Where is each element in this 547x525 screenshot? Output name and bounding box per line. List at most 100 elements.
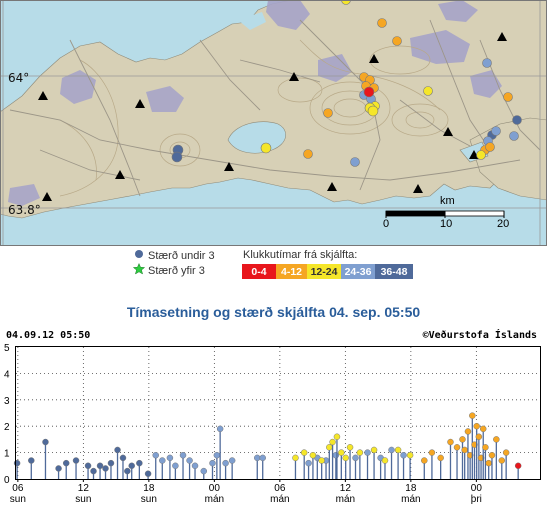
quake-point [102,465,109,472]
quake-point [326,444,333,451]
quake-point [96,462,104,470]
lava-fields [8,0,502,206]
quake-point [475,433,483,441]
quake-point [488,451,496,459]
plot-grid [16,347,540,479]
legend-bin-36-48: 36-48 [375,264,413,279]
star-icon [132,262,146,278]
north-bay [238,12,266,30]
map-panel[interactable]: 64° 63.8° [0,0,547,246]
x-tick-time: 18 [143,483,155,494]
quake-point [259,454,266,462]
y-tick-label: 4 [4,369,10,380]
quake-point [209,459,216,467]
legend-bin-12-24: 12-24 [307,264,341,279]
quake-point [222,459,229,467]
quake-point [400,451,407,459]
quake-point [62,459,70,467]
quake-point [332,451,340,459]
legend-under-3-label: Stærð undir 3 [148,249,215,262]
bay [227,121,286,154]
legend-over-3: Stærð yfir 3 [132,262,205,278]
quake-point [318,457,325,464]
quake-point [55,465,62,472]
quake-point [502,449,510,456]
quake-point [13,459,21,467]
quake-point [453,444,461,451]
quake-point [479,425,487,433]
quake-point [305,459,312,467]
quake-point [394,446,402,454]
quake-point [364,449,371,456]
quake-point [461,446,468,454]
quake-point [172,462,179,470]
legend-bin-4-12: 4-12 [276,264,307,279]
quake-point [333,433,341,441]
quake-point [356,449,364,456]
x-tick-time: 12 [78,483,90,494]
x-tick-time: 18 [405,483,417,494]
x-tick-time: 00 [471,483,483,494]
quake-point [338,449,345,456]
quake-point [216,425,224,433]
station-triangle-icon [115,170,125,179]
x-tick-day: mán [401,494,420,505]
station-triangle-icon [42,192,52,201]
x-tick-day: sun [75,494,91,505]
quake-point [406,451,414,459]
quake-point [469,412,476,419]
quake-point [228,457,236,464]
x-tick-time: 06 [12,483,24,494]
x-tick-day: mán [336,494,355,505]
station-triangle-icon [224,162,234,171]
quake-point [447,438,454,446]
quake-point [84,462,92,470]
quake-point [191,462,199,470]
quake-point [346,444,354,451]
station-triangle-icon [413,184,423,193]
chart-credit: ©Veðurstofa Íslands [423,328,537,341]
map-legend: Stærð undir 3 Stærð yfir 3 Klukkutímar f… [0,246,547,284]
quake-point [514,462,522,470]
quake-point [159,457,166,464]
quake-point [72,457,80,464]
station-triangle-icon [497,32,507,41]
quake-point [477,454,485,462]
chart-timestamp: 04.09.12 05:50 [6,330,90,341]
quake-point [428,449,436,456]
x-tick-time: 00 [209,483,221,494]
scale-unit: km [440,195,455,207]
quake-point [381,457,389,464]
dot-icon [133,249,145,262]
station-triangle-icon [289,72,299,81]
quake-point [128,462,135,470]
station-triangle-icon [135,99,145,108]
quake-point [437,454,444,462]
quake-point [471,441,478,448]
y-tick-label: 1 [4,449,10,460]
earthquake-map[interactable]: 64° 63.8° [0,0,547,246]
quake-point [124,467,131,475]
quake-point [485,459,492,467]
quake-point [90,467,97,475]
quake-stems [13,412,522,479]
legend-under-3: Stærð undir 3 [133,249,215,262]
legend-bin-24-36: 24-36 [341,264,375,279]
lat-label-64: 64° [8,71,29,85]
quake-point [107,459,115,467]
quake-point [144,470,152,477]
quake-point [213,451,221,459]
scale-tick-0: 0 [383,218,389,230]
quake-point [186,457,193,464]
quake-point [28,457,35,464]
station-triangle-icon [443,127,453,136]
quake-point [166,454,174,462]
scale-tick-20: 20 [497,218,509,230]
seismic-stations [38,32,507,201]
x-tick-day: mán [270,494,289,505]
y-tick-label: 2 [4,422,10,433]
quake-point [42,438,49,446]
land-mass [0,0,547,219]
magnitude-time-chart[interactable]: 04.09.12 05:50 ©Veðurstofa Íslands 01234… [0,325,547,525]
